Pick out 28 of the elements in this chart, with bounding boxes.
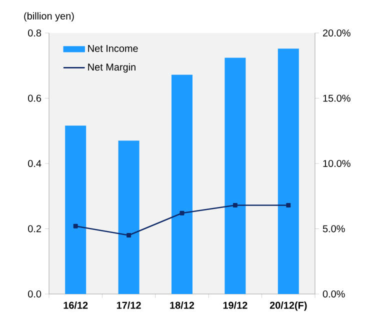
y2-tick-label: 20.0% <box>323 29 350 37</box>
x-tick-label: 19/12 <box>223 302 248 309</box>
y-tick-label: 0.0 <box>28 290 42 298</box>
y2-tick-label: 10.0% <box>323 160 350 168</box>
y2-tick-label: 15.0% <box>323 94 350 102</box>
legend-label: Net Income <box>88 45 138 52</box>
point <box>126 233 132 238</box>
x-tick-label: 18/12 <box>170 302 194 309</box>
bar <box>172 74 192 294</box>
bar <box>118 140 140 294</box>
y-tick-label: 0.2 <box>28 225 41 232</box>
y-axis-title: (billion yen) <box>24 12 74 22</box>
x-tick-label: 17/12 <box>116 302 141 309</box>
bar <box>224 58 246 294</box>
point <box>180 210 184 216</box>
bar <box>278 48 299 294</box>
point <box>73 224 78 228</box>
point <box>286 203 291 208</box>
legend-label: Net Margin <box>88 63 136 73</box>
point <box>232 203 238 208</box>
x-tick-label: 16/12 <box>64 302 88 309</box>
y-tick-label: 0.6 <box>28 94 42 102</box>
y-tick-label: 0.8 <box>28 29 42 37</box>
bar <box>65 126 86 294</box>
x-tick-label: 20/12(F) <box>270 302 307 311</box>
y-tick-label: 0.4 <box>28 160 42 168</box>
y2-tick-label: 0.0% <box>322 290 345 298</box>
y2-tick-label: 5.0% <box>322 225 345 232</box>
